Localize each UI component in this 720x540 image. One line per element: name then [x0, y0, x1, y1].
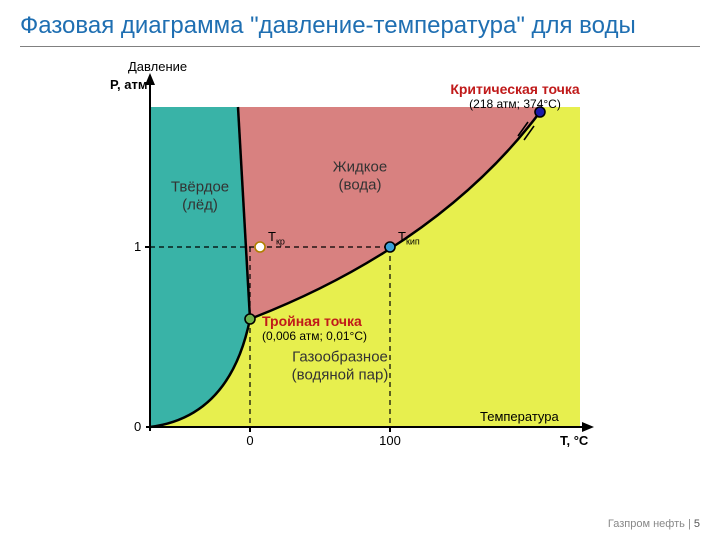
x-tick-100: 100: [379, 433, 401, 448]
y-tick-1: 1: [134, 239, 141, 254]
x-axis-label: T, °C: [560, 433, 588, 448]
triple-point-dot: [245, 314, 255, 324]
x-axis-arrow: [582, 422, 594, 432]
region-gas: Газообразное(водяной пар): [292, 348, 389, 386]
t-kip-label: Tкип: [398, 229, 420, 247]
phase-diagram: Давление P, атм Температура T, °C 0 1 0 …: [80, 57, 640, 477]
page-number: 5: [694, 518, 700, 530]
region-liquid: Жидкое(вода): [333, 158, 387, 196]
footer-company: Газпром нефть: [608, 518, 685, 530]
t-kr-label: Tкр: [268, 229, 285, 247]
title-rule: [20, 46, 700, 47]
t-kip-dot: [385, 242, 395, 252]
footer: Газпром нефть | 5: [608, 518, 700, 530]
region-solid: Твёрдое(лёд): [171, 178, 229, 216]
x-tick-0: 0: [246, 433, 253, 448]
x-axis-title: Температура: [480, 409, 559, 424]
triple-point-title: Тройная точка: [262, 313, 362, 329]
t-kr-dot: [255, 242, 265, 252]
critical-point-title: Критическая точка: [450, 81, 579, 97]
y-tick-0: 0: [134, 419, 141, 434]
y-axis-title: Давление: [128, 59, 187, 74]
slide-title: Фазовая диаграмма "давление-температура"…: [20, 12, 700, 40]
critical-point-coords: (218 атм; 374°C): [469, 97, 561, 111]
y-axis-label: P, атм: [110, 77, 147, 92]
triple-point-coords: (0,006 атм; 0,01°C): [262, 329, 367, 343]
